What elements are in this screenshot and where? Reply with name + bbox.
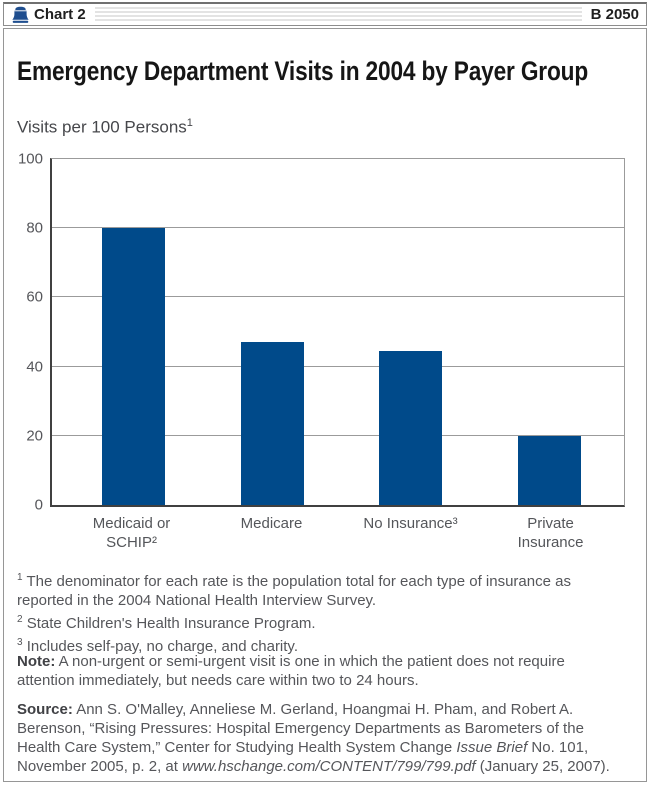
liberty-bell-icon — [12, 6, 29, 23]
footnote: 1 The denominator for each rate is the p… — [17, 572, 571, 609]
y-tick-100: 100 — [17, 150, 43, 168]
gridline-60 — [52, 296, 624, 298]
source-italic-segment: Issue Brief — [456, 739, 528, 756]
source-segment: (January 25, 2007). — [475, 758, 610, 775]
source-segment: No. 101, November 2005, p. 2, at — [17, 739, 589, 775]
x-label-private-insurance: Private Insurance — [517, 515, 584, 551]
note-label: Note: — [17, 653, 56, 670]
source-label: Source: — [17, 701, 73, 718]
bar-medicaid-or-schip — [101, 228, 165, 505]
chart-title: Emergency Department Visits in 2004 by P… — [17, 56, 589, 86]
y-axis-label: Visits per 100 Persons1 — [17, 117, 193, 137]
x-label-medicare: Medicare — [240, 515, 303, 532]
gridline-20 — [52, 434, 624, 436]
x-label-no-insurance: No Insurance³ — [363, 515, 458, 532]
footnote-marker: 1 — [186, 117, 193, 129]
gridline-40 — [52, 365, 624, 367]
y-tick-20: 20 — [26, 427, 43, 445]
plot-area: 0 20 40 60 80 100 — [18, 151, 625, 514]
note-text: Note: A non-urgent or semi-urgent visit … — [17, 653, 565, 689]
y-tick-80: 80 — [26, 219, 43, 237]
source-italic-segment: www.hschange.com/CONTENT/799/799.pdf — [182, 758, 476, 775]
footnotes: 1 The denominator for each rate is the p… — [17, 568, 619, 656]
footnote: 3 Includes self-pay, no charge, and char… — [17, 637, 298, 655]
source-text: Source: Ann S. O'Malley, Anneliese M. Ge… — [17, 700, 619, 776]
doc-label: Chart 2 — [34, 6, 86, 23]
chart-panel: Emergency Department Visits in 2004 by P… — [3, 28, 647, 782]
footnote: 2 State Children's Health Insurance Prog… — [17, 614, 316, 632]
x-axis-labels: Medicaid or SCHIP² Medicare No Insurance³ Pr… — [50, 515, 625, 557]
y-tick-60: 60 — [26, 288, 43, 306]
header-stripes — [94, 7, 582, 22]
bar-private-insurance — [518, 435, 582, 505]
gridline-80 — [52, 227, 624, 229]
y-tick-40: 40 — [26, 358, 43, 376]
y-tick-0: 0 — [34, 496, 43, 514]
x-label-medicaid-or-schip: Medicaid or SCHIP² — [92, 515, 171, 551]
bar-medicare — [240, 342, 304, 505]
doc-number: B 2050 — [590, 6, 639, 23]
header-bar: Chart 2 B 2050 — [3, 2, 647, 26]
source-segment: Ann S. O'Malley, Anneliese M. Gerland, H… — [17, 701, 584, 756]
bar-no-insurance — [379, 351, 443, 505]
